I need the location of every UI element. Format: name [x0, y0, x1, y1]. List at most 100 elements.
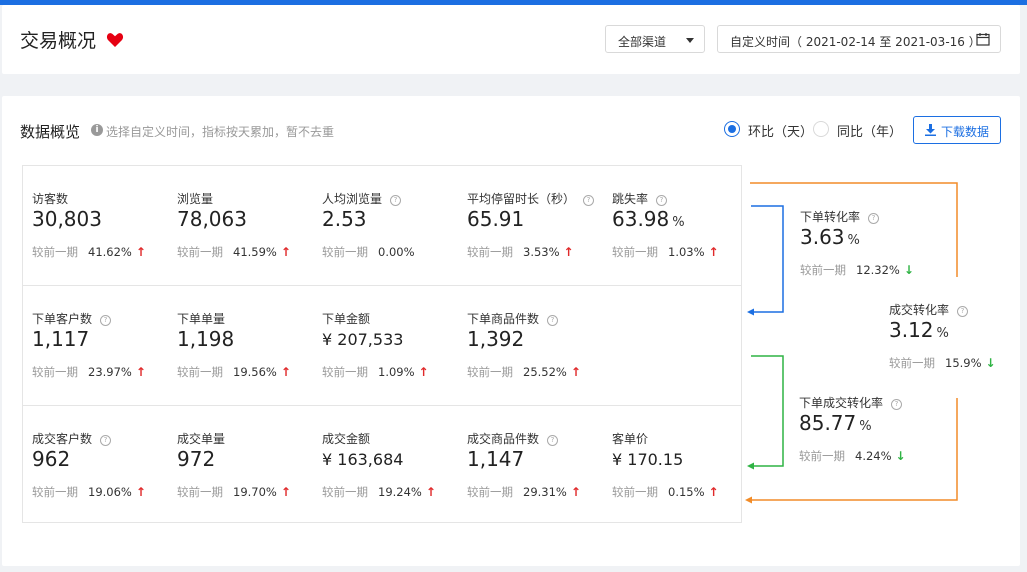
help-icon[interactable]: ?: [656, 195, 668, 206]
metric-value-text: ¥ 170.15: [612, 450, 684, 469]
comparison-label: 较前一期: [32, 245, 78, 259]
metrics-grid: [22, 165, 742, 523]
arrow-up-icon: ↑: [280, 365, 291, 379]
flow-arrow-orange: [752, 398, 958, 501]
metric-cell: 人均浏览量? 2.53 较前一期 0.00%: [322, 190, 462, 270]
comparison-percent: 19.56%: [233, 365, 277, 379]
metric-value: ¥ 170.15: [612, 450, 683, 469]
metric-value-text: 1,147: [467, 447, 525, 471]
comparison-label: 较前一期: [799, 449, 845, 463]
help-icon[interactable]: ?: [868, 213, 880, 224]
arrow-up-icon: ↑: [135, 485, 146, 499]
comparison-label: 较前一期: [612, 485, 658, 499]
metric-value-text: ¥ 207,533: [322, 330, 404, 349]
metric-label-text: 浏览量: [177, 192, 214, 206]
metric-label-text: 成交金额: [322, 432, 371, 446]
arrow-up-icon: ↑: [708, 245, 719, 259]
metric-value-text: 85.77: [799, 411, 857, 435]
comparison-percent: 4.24%: [855, 449, 892, 463]
metric-value: 85.77%: [799, 411, 872, 435]
comparison-percent: 1.03%: [668, 245, 705, 259]
date-range-picker[interactable]: 自定义时间（ 2021-02-14 至 2021-03-16 ）: [717, 25, 1001, 53]
help-icon[interactable]: ?: [547, 315, 559, 326]
metric-label-text: 成交客户数: [32, 432, 93, 446]
arrow-up-icon: ↑: [418, 365, 429, 379]
metric-label-text: 下单单量: [177, 312, 226, 326]
metric-label: 下单转化率?: [800, 208, 880, 225]
metric-label-text: 平均停留时长（秒）: [467, 192, 576, 206]
comparison-label: 较前一期: [32, 365, 78, 379]
download-button[interactable]: 下载数据: [913, 116, 1001, 144]
metric-label-text: 成交单量: [177, 432, 226, 446]
metric-label-text: 访客数: [32, 192, 69, 206]
metric-comparison: 较前一期 3.53% ↑: [467, 244, 574, 260]
metric-label: 下单单量: [177, 310, 225, 327]
help-icon[interactable]: ?: [583, 195, 595, 206]
metric-comparison: 较前一期 15.9% ↓: [889, 355, 996, 371]
metric-cell: 客单价 ¥ 170.15 较前一期 0.15% ↑: [612, 430, 752, 510]
comparison-percent: 19.24%: [378, 485, 422, 499]
metric-label-text: 下单商品件数: [467, 312, 540, 326]
help-icon[interactable]: ?: [547, 435, 559, 446]
arrowhead: [747, 308, 754, 316]
metric-unit: %: [672, 215, 685, 230]
channel-select[interactable]: 全部渠道: [605, 25, 705, 53]
metric-cell: 下单单量 1,198 较前一期 19.56% ↑: [177, 310, 317, 390]
comparison-label: 较前一期: [322, 245, 368, 259]
metric-value-text: 1,117: [32, 327, 90, 351]
comparison-label: 较前一期: [322, 485, 368, 499]
flow-arrow-green: [751, 355, 784, 467]
metric-cell: 下单商品件数? 1,392 较前一期 25.52% ↑: [467, 310, 607, 390]
arrow-up-icon: ↑: [570, 365, 581, 379]
metric-label-text: 成交商品件数: [467, 432, 540, 446]
help-icon[interactable]: ?: [100, 315, 112, 326]
comparison-label: 较前一期: [467, 365, 513, 379]
metric-unit: %: [936, 326, 949, 341]
radio-checked-icon: [724, 121, 740, 137]
metric-value: 1,147: [467, 447, 524, 471]
comparison-percent: 23.97%: [88, 365, 132, 379]
metric-value: 962: [32, 447, 70, 471]
conversion-rate: 下单成交转化率? 85.77% 较前一期 4.24% ↓: [799, 394, 939, 474]
arrowhead: [747, 462, 754, 470]
comparison-percent: 0.15%: [668, 485, 705, 499]
comparison-percent: 25.52%: [523, 365, 567, 379]
download-icon: [925, 124, 936, 136]
comparison-label: 较前一期: [467, 245, 513, 259]
comparison-percent: 29.31%: [523, 485, 567, 499]
help-icon[interactable]: ?: [957, 306, 969, 317]
metric-value-text: 2.53: [322, 207, 367, 231]
metric-comparison: 较前一期 29.31% ↑: [467, 484, 581, 500]
metric-label-text: 成交转化率: [889, 303, 950, 317]
help-icon[interactable]: ?: [891, 399, 903, 410]
comparison-percent: 1.09%: [378, 365, 415, 379]
comparison-label: 较前一期: [612, 245, 658, 259]
metric-value-text: 65.91: [467, 207, 525, 231]
radio-mom-label: 环比（天）: [748, 125, 814, 140]
grid-divider: [23, 405, 741, 406]
comparison-label: 较前一期: [467, 485, 513, 499]
arrow-down-icon: ↓: [985, 356, 996, 370]
metric-value: ¥ 207,533: [322, 330, 403, 349]
metric-value: 972: [177, 447, 215, 471]
metric-comparison: 较前一期 1.03% ↑: [612, 244, 719, 260]
metric-comparison: 较前一期 19.56% ↑: [177, 364, 291, 380]
help-icon[interactable]: ?: [390, 195, 402, 206]
arrow-down-icon: ↓: [903, 263, 914, 277]
metric-value-text: 962: [32, 447, 71, 471]
metric-cell: 访客数 30,803 较前一期 41.62% ↑: [32, 190, 172, 270]
metric-cell: 成交金额 ¥ 163,684 较前一期 19.24% ↑: [322, 430, 462, 510]
metric-comparison: 较前一期 23.97% ↑: [32, 364, 146, 380]
metric-value: 63.98%: [612, 207, 685, 231]
metric-label: 浏览量: [177, 190, 213, 207]
channel-select-value: 全部渠道: [618, 35, 667, 49]
metric-label: 成交客户数?: [32, 430, 112, 447]
metric-label-text: 下单金额: [322, 312, 371, 326]
metric-cell: 浏览量 78,063 较前一期 41.59% ↑: [177, 190, 317, 270]
help-icon[interactable]: ?: [100, 435, 112, 446]
metric-unit: %: [859, 419, 872, 434]
arrow-up-icon: ↑: [280, 245, 291, 259]
metric-label: 下单商品件数?: [467, 310, 559, 327]
comparison-label: 较前一期: [322, 365, 368, 379]
metric-label-text: 跳失率: [612, 192, 649, 206]
